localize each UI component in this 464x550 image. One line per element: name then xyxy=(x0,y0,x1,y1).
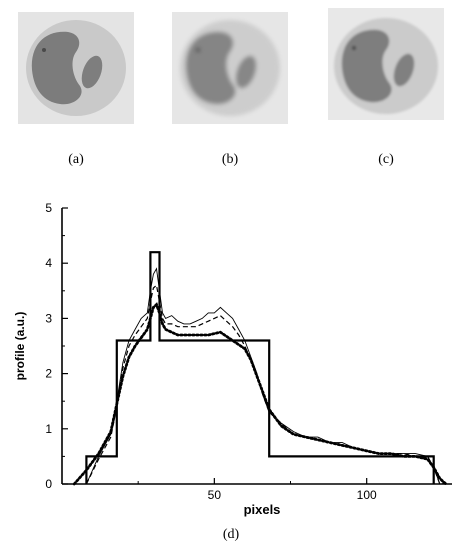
y-tick-label: 2 xyxy=(45,367,52,381)
y-tick-label: 3 xyxy=(45,311,52,325)
y-tick-label: 1 xyxy=(45,422,52,436)
series-line-1 xyxy=(85,251,435,484)
phantom-image-c xyxy=(328,8,444,120)
x-tick-label: 100 xyxy=(357,488,377,502)
chart-caption: (d) xyxy=(222,527,240,542)
chart-axes xyxy=(61,207,452,485)
y-tick-label: 0 xyxy=(45,477,52,491)
x-axis-title: pixels xyxy=(244,502,281,517)
chart-series xyxy=(72,251,448,486)
panel-caption-b: (b) xyxy=(221,152,239,167)
series-line-4 xyxy=(72,302,448,486)
x-tick-label: 50 xyxy=(208,488,222,502)
series-line-2 xyxy=(85,267,441,485)
y-tick-label: 5 xyxy=(45,201,52,215)
chart-labels: 0 1 2 3 4 5 50 100 pixels profile (a.u.) xyxy=(13,201,377,517)
phantom-image-a xyxy=(18,12,134,124)
y-tick-label: 4 xyxy=(45,256,52,270)
y-axis-title: profile (a.u.) xyxy=(13,312,27,381)
series-line-3 xyxy=(85,284,441,485)
panel-caption-a: (a) xyxy=(68,152,84,167)
phantom-image-b xyxy=(172,12,288,124)
panel-caption-c: (c) xyxy=(378,152,394,167)
